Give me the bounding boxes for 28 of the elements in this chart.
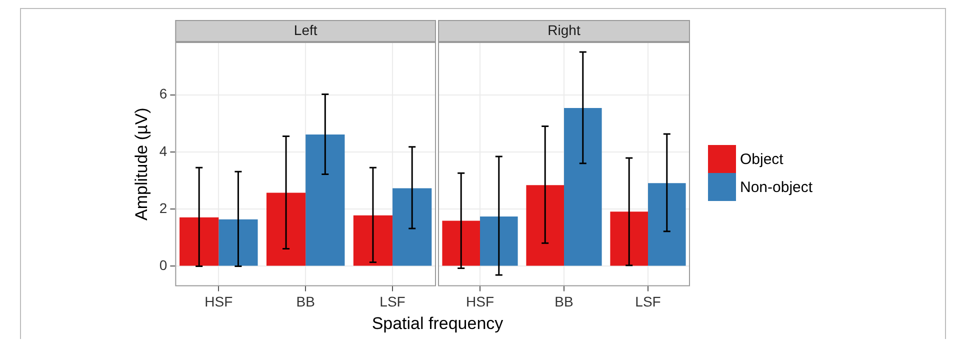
y-tick-label: 0 bbox=[159, 257, 168, 274]
bar bbox=[392, 188, 432, 266]
bar bbox=[526, 185, 564, 266]
bar bbox=[480, 216, 518, 266]
x-tick-label: BB bbox=[296, 293, 315, 310]
x-tick-label: HSF bbox=[466, 293, 494, 310]
legend-label: Object bbox=[740, 150, 784, 168]
y-tick-label: 2 bbox=[159, 200, 168, 216]
chart-title: Left bbox=[294, 22, 318, 38]
bar bbox=[306, 134, 345, 266]
bar bbox=[442, 220, 480, 266]
bar bbox=[610, 212, 648, 266]
bar bbox=[648, 183, 686, 266]
x-tick-label: LSF bbox=[635, 293, 661, 310]
x-tick-label: BB bbox=[554, 293, 574, 310]
bar bbox=[353, 215, 393, 266]
y-tick-label: 6 bbox=[159, 86, 168, 102]
y-axis-title: Amplitude (µV) bbox=[132, 108, 151, 220]
legend-label: Non-object bbox=[740, 178, 813, 196]
x-tick-label: HSF bbox=[204, 293, 233, 310]
x-tick-label: LSF bbox=[380, 293, 406, 310]
bar bbox=[266, 192, 306, 266]
chart-title: Right bbox=[548, 22, 580, 38]
bar bbox=[564, 108, 602, 266]
y-tick-label: 4 bbox=[159, 142, 168, 159]
bar bbox=[180, 217, 219, 266]
bar bbox=[218, 219, 258, 266]
x-axis-title: Spatial frequency bbox=[370, 314, 504, 334]
